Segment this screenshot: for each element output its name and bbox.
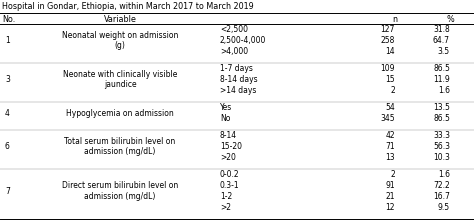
Text: 8-14: 8-14 (220, 131, 237, 140)
Text: 13: 13 (385, 153, 395, 162)
Text: Total serum bilirubin level on
admission (mg/dL): Total serum bilirubin level on admission… (64, 137, 176, 156)
Text: 3: 3 (5, 75, 10, 84)
Text: No.: No. (2, 15, 15, 24)
Text: Hypoglycemia on admission: Hypoglycemia on admission (66, 108, 174, 117)
Text: 1-7 days: 1-7 days (220, 64, 253, 73)
Text: 86.5: 86.5 (433, 114, 450, 123)
Text: 2,500-4,000: 2,500-4,000 (220, 36, 266, 45)
Text: Yes: Yes (220, 103, 232, 112)
Text: 42: 42 (385, 131, 395, 140)
Text: n: n (392, 15, 398, 24)
Text: 0.3-1: 0.3-1 (220, 181, 240, 190)
Text: 10.3: 10.3 (433, 153, 450, 162)
Text: 1-2: 1-2 (220, 192, 232, 201)
Text: Hospital in Gondar, Ethiopia, within March 2017 to March 2019: Hospital in Gondar, Ethiopia, within Mar… (2, 2, 254, 11)
Text: 33.3: 33.3 (433, 131, 450, 140)
Text: 258: 258 (381, 36, 395, 45)
Text: 21: 21 (385, 192, 395, 201)
Text: Neonate with clinically visible
jaundice: Neonate with clinically visible jaundice (63, 70, 177, 89)
Text: 15-20: 15-20 (220, 142, 242, 151)
Text: 8-14 days: 8-14 days (220, 75, 258, 84)
Text: No: No (220, 114, 230, 123)
Text: 91: 91 (385, 181, 395, 190)
Text: 3.5: 3.5 (438, 47, 450, 56)
Text: 9.5: 9.5 (438, 203, 450, 212)
Text: Direct serum bilirubin level on
admission (mg/dL): Direct serum bilirubin level on admissio… (62, 181, 178, 201)
Text: <2,500: <2,500 (220, 25, 248, 34)
Text: 13.5: 13.5 (433, 103, 450, 112)
Text: 12: 12 (385, 203, 395, 212)
Text: 2: 2 (390, 170, 395, 179)
Text: 1.6: 1.6 (438, 170, 450, 179)
Text: 56.3: 56.3 (433, 142, 450, 151)
Text: 15: 15 (385, 75, 395, 84)
Text: 6: 6 (5, 142, 10, 151)
Text: 1.6: 1.6 (438, 86, 450, 95)
Text: 4: 4 (5, 108, 10, 117)
Text: Variable: Variable (103, 15, 137, 24)
Text: 72.2: 72.2 (433, 181, 450, 190)
Text: 14: 14 (385, 47, 395, 56)
Text: %: % (446, 15, 454, 24)
Text: >14 days: >14 days (220, 86, 256, 95)
Text: 7: 7 (5, 187, 10, 196)
Text: 1: 1 (5, 36, 10, 45)
Text: >2: >2 (220, 203, 231, 212)
Text: 71: 71 (385, 142, 395, 151)
Text: 31.8: 31.8 (433, 25, 450, 34)
Text: 54: 54 (385, 103, 395, 112)
Text: >4,000: >4,000 (220, 47, 248, 56)
Text: Neonatal weight on admission
(g): Neonatal weight on admission (g) (62, 31, 178, 50)
Text: 0-0.2: 0-0.2 (220, 170, 240, 179)
Text: 64.7: 64.7 (433, 36, 450, 45)
Text: 86.5: 86.5 (433, 64, 450, 73)
Text: 109: 109 (381, 64, 395, 73)
Text: 11.9: 11.9 (433, 75, 450, 84)
Text: 345: 345 (380, 114, 395, 123)
Text: >20: >20 (220, 153, 236, 162)
Text: 2: 2 (390, 86, 395, 95)
Text: 127: 127 (381, 25, 395, 34)
Text: 16.7: 16.7 (433, 192, 450, 201)
